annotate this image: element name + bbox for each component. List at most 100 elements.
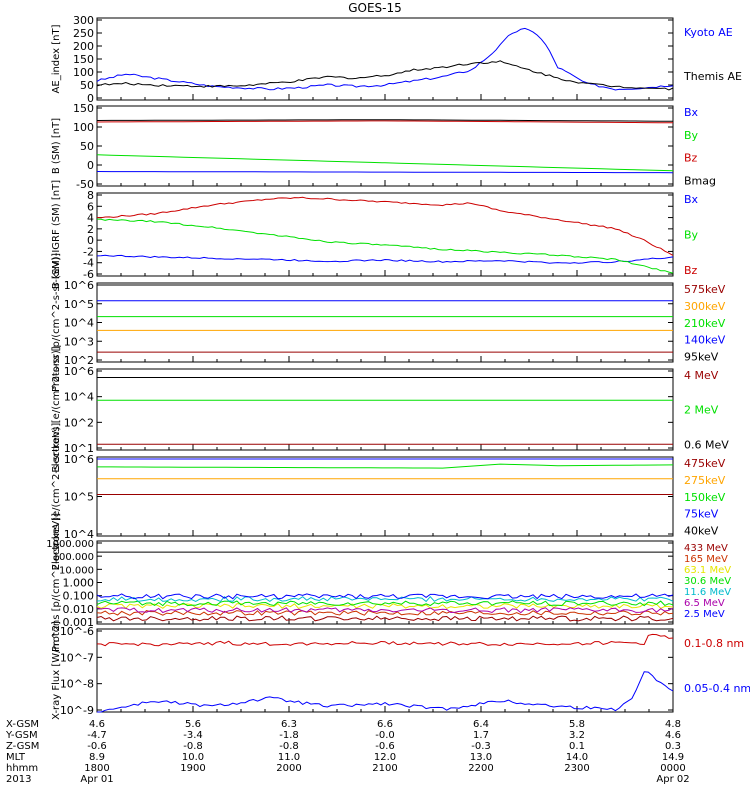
series-line xyxy=(97,463,674,469)
y-tick-label: -50 xyxy=(76,178,94,191)
ephemeris-value: 0000 xyxy=(660,763,685,774)
legend-entry: 75keV xyxy=(684,508,719,521)
y-tick-label: 10.000 xyxy=(59,565,94,576)
ephemeris-value: 2000 xyxy=(276,763,301,774)
series-line xyxy=(96,607,674,614)
y-tick-label: 0.001 xyxy=(63,616,95,629)
y-axis-label: Electrons [e/(cm^2-s-sr-keV)] xyxy=(51,423,62,571)
legend-entry: 475keV xyxy=(684,457,726,470)
panel-2: 150 100 50 0 -50 B (SM) [nT] Bx By Bz Bmag xyxy=(51,102,716,191)
y-axis-label: X-ray Flux [W/m^2] xyxy=(51,621,62,720)
y-axis-label: Protons [p/(cm^2-s-sr-keV)] xyxy=(51,253,62,392)
y-axis-label: B (SM) [nT] xyxy=(51,118,62,174)
y-tick-label: 10^6 xyxy=(64,365,94,378)
ephemeris-row-label: hhmm xyxy=(6,763,38,774)
legend-entry: Bz xyxy=(684,152,698,165)
ephemeris-value: 8.9 xyxy=(89,752,105,763)
y-tick-label: 10^3 xyxy=(64,335,94,348)
legend-entry: 433 MeV xyxy=(684,543,728,554)
legend-entry: 275keV xyxy=(684,474,726,487)
series-line xyxy=(96,154,674,172)
series-line xyxy=(96,60,674,91)
y-tick-label: 10^-7 xyxy=(60,651,94,664)
y-tick-label: 0 xyxy=(87,159,94,172)
ephemeris-value: -0.6 xyxy=(87,741,107,752)
ephemeris-value: 5.6 xyxy=(185,719,201,730)
legend-entry: 40keV xyxy=(684,525,719,538)
panel-frame xyxy=(96,105,674,187)
series-line xyxy=(96,27,674,91)
ephemeris-value: -0.0 xyxy=(375,730,395,741)
panel-8: 10^-6 10^-7 10^-8 10^-9X-ray Flux [W/m^2] 0.… xyxy=(51,621,750,720)
legend-entry: 2 MeV xyxy=(684,404,719,417)
legend-entry: 4 MeV xyxy=(684,369,719,382)
panel-frame xyxy=(96,192,674,277)
ephemeris-value: 0.1 xyxy=(569,741,585,752)
ephemeris-value: 14.9 xyxy=(662,752,684,763)
ephemeris-value: 4.8 xyxy=(665,719,681,730)
legend-entry: 300keV xyxy=(684,300,726,313)
legend-entry: 575keV xyxy=(684,283,726,296)
series-line xyxy=(96,603,674,610)
panel-frame xyxy=(96,456,674,537)
ephemeris-row-label: Y-GSM xyxy=(5,730,38,741)
y-tick-label: 200 xyxy=(73,40,94,53)
ephemeris-value: 4.6 xyxy=(89,719,105,730)
ephemeris-value: 11.0 xyxy=(278,752,300,763)
legend-entry: Bx xyxy=(684,106,699,119)
legend-entry: Themis AE xyxy=(683,70,742,83)
ephemeris-value: 6.3 xyxy=(281,719,297,730)
y-tick-label: 0.010 xyxy=(63,603,95,616)
y-tick-label: 10^-8 xyxy=(60,678,94,691)
series-line xyxy=(97,671,674,713)
y-tick-label: 250 xyxy=(73,27,94,40)
y-tick-label: 10^4 xyxy=(64,391,94,404)
y-tick-label: -2 xyxy=(83,245,94,258)
y-tick-label: 10^-6 xyxy=(60,625,94,638)
ephemeris-row-label: X-GSM xyxy=(6,719,39,730)
series-line xyxy=(96,600,674,607)
y-tick-label: 10^2 xyxy=(64,354,94,367)
series-line xyxy=(96,196,674,256)
series-line xyxy=(96,171,674,174)
y-tick-label: 0 xyxy=(87,92,94,105)
ephemeris-value: 2200 xyxy=(468,763,493,774)
legend-entry: Bz xyxy=(684,264,698,277)
y-tick-label: 8 xyxy=(87,189,94,202)
y-tick-label: 50 xyxy=(80,79,94,92)
y-tick-label: 300 xyxy=(73,14,94,27)
legend-entry: 95keV xyxy=(684,351,719,364)
ephemeris-value: 0.3 xyxy=(665,741,681,752)
legend-entry: 0.05-0.4 nm xyxy=(684,682,750,695)
ephemeris-value: 10.0 xyxy=(182,752,204,763)
y-axis-label: B (SM)-IGRF (SM) [nT] xyxy=(51,180,62,289)
legend-entry: Bmag xyxy=(684,174,716,187)
series-line xyxy=(96,615,674,622)
series-line xyxy=(96,254,674,264)
ephemeris-value: 6.6 xyxy=(377,719,393,730)
y-tick-label: 10^-9 xyxy=(60,704,94,717)
y-tick-label: 150 xyxy=(73,53,94,66)
y-tick-label: 100 xyxy=(73,121,94,134)
y-tick-label: 0.100 xyxy=(63,590,95,603)
y-tick-label: 10^6 xyxy=(64,279,94,292)
series-line xyxy=(96,593,674,600)
series-line xyxy=(96,120,674,124)
ephemeris-value: 1900 xyxy=(180,763,205,774)
y-tick-label: 50 xyxy=(80,140,94,153)
panel-frame xyxy=(96,540,674,625)
y-tick-label: 10^5 xyxy=(64,298,94,311)
panel-frame xyxy=(96,17,674,101)
y-tick-label: 100 xyxy=(73,66,94,79)
y-tick-label: 10^6 xyxy=(64,453,94,466)
ephemeris-value: 3.2 xyxy=(569,730,585,741)
panel-frame xyxy=(96,368,674,451)
ephemeris-row-label: Z-GSM xyxy=(6,741,39,752)
panel-frame xyxy=(96,282,674,363)
y-tick-label: 1.000 xyxy=(63,577,95,590)
